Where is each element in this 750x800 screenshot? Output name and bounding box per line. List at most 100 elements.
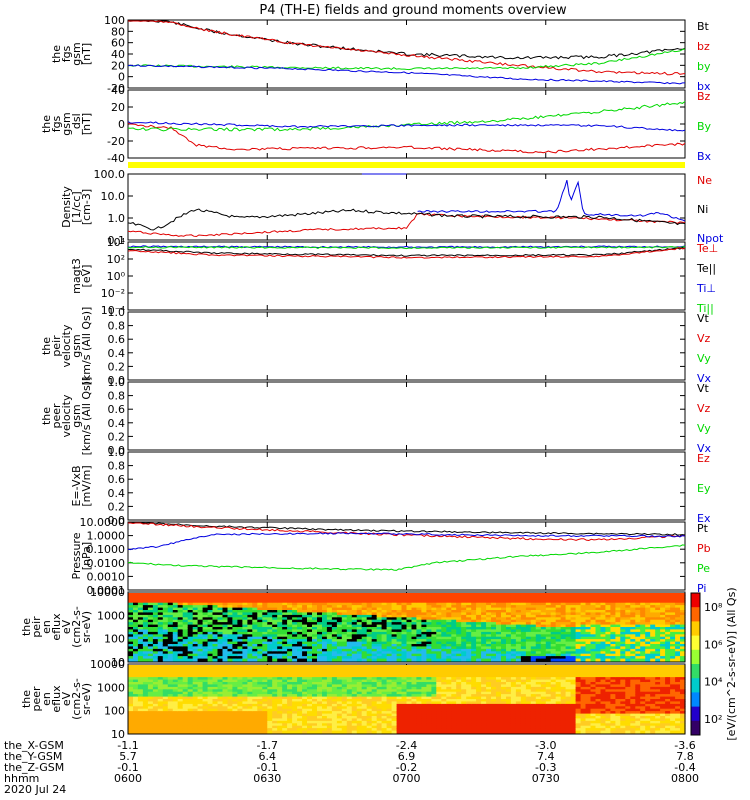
- spectrogram-cell: [625, 619, 631, 623]
- spectrogram-cell: [570, 639, 577, 643]
- spectrogram-cell: [162, 619, 169, 623]
- spectrogram-cell: [381, 597, 388, 601]
- spectrogram-cell: [227, 694, 234, 698]
- spectrogram-cell: [491, 610, 497, 613]
- spectrogram-cell: [257, 720, 263, 724]
- ytick-label: 10⁰: [107, 270, 126, 283]
- spectrogram-cell: [147, 669, 154, 673]
- spectrogram-cell: [510, 648, 517, 652]
- spectrogram-cell: [590, 597, 597, 601]
- spectrogram-cell: [376, 612, 383, 616]
- spectrogram-cell: [247, 639, 253, 643]
- spectrogram-cell: [182, 718, 189, 722]
- y-axis-label-line: gsm: [70, 42, 83, 65]
- spectrogram-cell: [341, 653, 348, 657]
- spectrogram-cell: [187, 689, 194, 693]
- spectrogram-cell: [605, 648, 611, 652]
- spectrogram-cell: [247, 686, 253, 690]
- spectrogram-cell: [391, 600, 398, 604]
- spectrogram-cell: [147, 684, 154, 688]
- spectrogram-cell: [401, 653, 408, 657]
- spectrogram-cell: [605, 629, 611, 633]
- spectrogram-cell: [565, 631, 572, 635]
- spectrogram-cell: [486, 607, 492, 611]
- spectrogram-cell: [326, 706, 333, 710]
- spectrogram-cell: [386, 694, 393, 698]
- spectrogram-cell: [142, 686, 149, 690]
- spectrogram-cell: [446, 610, 452, 613]
- spectrogram-cell: [600, 614, 607, 618]
- ytick-label: 0.4: [108, 347, 126, 360]
- spectrogram-cell: [307, 612, 313, 616]
- spectrogram-cell: [207, 691, 214, 695]
- spectrogram-cell: [326, 716, 333, 719]
- spectrogram-cell: [257, 653, 263, 657]
- spectrogram-cell: [137, 653, 144, 657]
- spectrogram-cell: [620, 597, 626, 601]
- spectrogram-cell: [137, 682, 144, 685]
- spectrogram-cell: [575, 617, 582, 621]
- spectrogram-cell: [162, 713, 169, 717]
- spectrogram-cell: [157, 617, 164, 621]
- spectrogram-cell: [182, 627, 189, 630]
- spectrogram-cell: [356, 686, 363, 690]
- spectrogram-cell: [331, 646, 338, 650]
- spectrogram-cell: [515, 646, 522, 650]
- spectrogram-cell: [142, 658, 149, 662]
- spectrogram-cell: [461, 612, 467, 616]
- spectrogram-cell: [252, 653, 258, 657]
- spectrogram-cell: [128, 624, 134, 628]
- spectrogram-cell: [137, 694, 144, 698]
- spectrogram-cell: [322, 708, 328, 712]
- spectrogram-cell: [162, 723, 169, 727]
- spectrogram-cell: [252, 686, 258, 690]
- spectrogram-cell: [142, 720, 149, 724]
- spectrogram-cell: [302, 703, 308, 707]
- spectrogram-cell: [197, 730, 204, 734]
- spectrogram-cell: [336, 716, 343, 719]
- spectrogram-cell: [451, 614, 457, 618]
- spectrogram-cell: [272, 610, 278, 613]
- spectrogram-cell: [162, 686, 169, 690]
- spectrogram-cell: [356, 656, 363, 660]
- spectrogram-cell: [217, 614, 224, 618]
- spectrogram-cell: [187, 607, 194, 611]
- spectrogram-cell: [326, 612, 333, 616]
- spectrogram-cell: [287, 706, 293, 710]
- spectrogram-cell: [396, 644, 403, 647]
- spectrogram-cell: [202, 636, 209, 640]
- spectrogram-cell: [585, 619, 592, 623]
- spectrogram-cell: [341, 631, 348, 635]
- spectrogram-cell: [570, 619, 577, 623]
- spectrogram-cell: [386, 674, 393, 678]
- spectrogram-cell: [247, 684, 253, 688]
- spectrogram-cell: [217, 716, 224, 719]
- spectrogram-cell: [232, 725, 238, 729]
- spectrogram-cell: [272, 716, 278, 719]
- spectrogram-cell: [615, 614, 621, 618]
- spectrogram-cell: [466, 651, 472, 655]
- spectrogram-cell: [292, 686, 298, 690]
- spectrogram-cell: [515, 634, 522, 638]
- spectrogram-cell: [177, 600, 184, 604]
- spectrogram-cell: [351, 703, 358, 707]
- spectrogram-cell: [381, 653, 388, 657]
- spectrogram-cell: [436, 634, 442, 638]
- spectrogram-cell: [267, 713, 273, 717]
- spectrogram-cell: [287, 711, 293, 715]
- y-axis-label-line: eflux: [50, 685, 63, 713]
- spectrogram-cell: [272, 677, 278, 681]
- spectrogram-cell: [277, 665, 283, 668]
- spectrogram-cell: [272, 711, 278, 715]
- spectrogram-cell: [655, 610, 661, 613]
- spectrogram-cell: [302, 674, 308, 678]
- spectrogram-cell: [262, 711, 268, 715]
- spectrogram-cell: [222, 605, 229, 609]
- spectrogram-cell: [386, 614, 393, 618]
- spectrogram-cell: [396, 648, 403, 652]
- spectrogram-cell: [282, 694, 288, 698]
- spectrogram-cell: [421, 651, 427, 655]
- spectrogram-cell: [645, 631, 651, 635]
- spectrogram-cell: [665, 641, 671, 645]
- spectrogram-cell: [471, 636, 477, 640]
